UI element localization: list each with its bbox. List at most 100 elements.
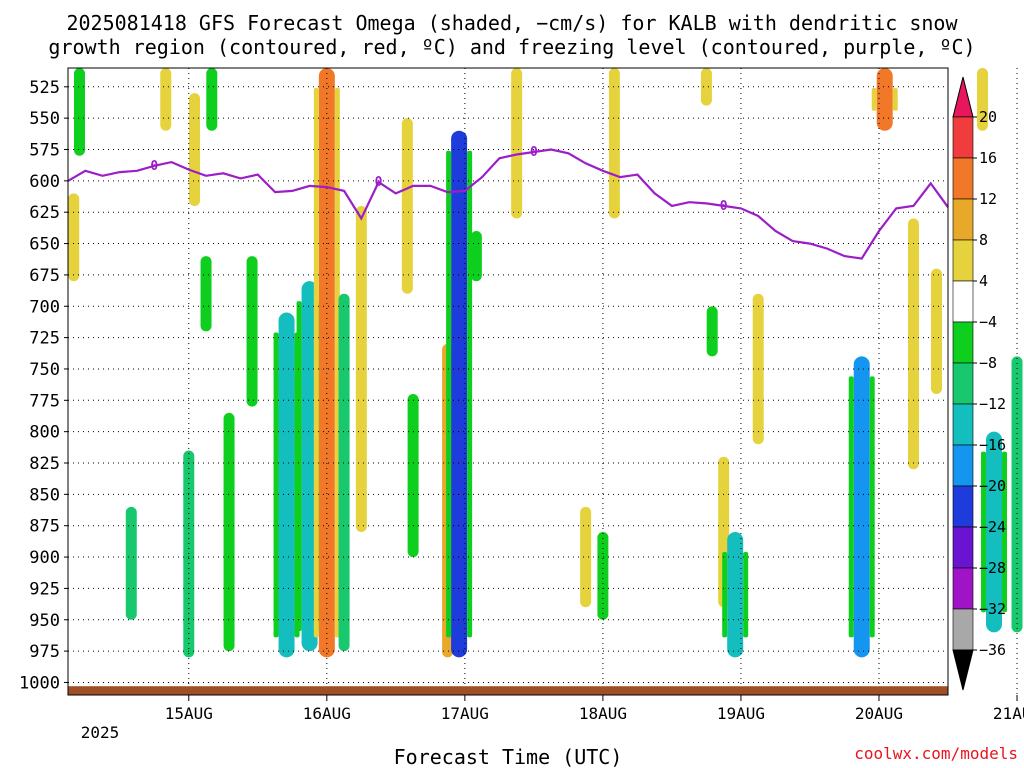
omega-cell: [125, 506, 137, 620]
colorbar-swatch: [952, 198, 974, 241]
y-axis-ticks: 525 550 575 600 625 650 675 700 725 750 775 800 825 8…: [19, 78, 68, 693]
chart-title-line1: 2025081418 GFS Forecast Omega (shaded, −…: [66, 11, 958, 35]
colorbar-label: 4: [979, 272, 988, 290]
x-tick-label: 16AUG: [303, 704, 351, 723]
x-tick-label: 20AUG: [855, 704, 903, 723]
omega-cell-edge: [722, 551, 728, 638]
omega-cell-edge: [871, 88, 877, 111]
omega-cell: [68, 193, 80, 282]
omega-cell: [407, 394, 419, 558]
y-tick-label: 900: [29, 548, 60, 568]
colorbar-label: −36: [979, 641, 1006, 659]
freezing-level-label: 0: [720, 199, 728, 214]
colorbar-bottom-arrow: [952, 649, 974, 691]
omega-cell: [401, 118, 413, 294]
omega-cell-edge: [892, 88, 898, 111]
colorbar-swatch: [952, 485, 974, 528]
omega-cell-edge: [313, 88, 319, 638]
omega-cell: [160, 68, 172, 131]
terrain-band: [68, 686, 948, 695]
colorbar: 20 16 12 8 4 −4 −8 −12 −16 −20 −24 −28 −32 −36: [952, 76, 1006, 691]
y-tick-label: 750: [29, 360, 60, 380]
omega-cell: [977, 68, 989, 131]
omega-cell: [246, 256, 258, 407]
colorbar-label: 20: [979, 108, 997, 126]
x-tick-label: 19AUG: [717, 704, 765, 723]
omega-cell: [853, 356, 870, 658]
omega-cell: [200, 256, 212, 332]
omega-cell-edge: [743, 551, 749, 638]
colorbar-label: −8: [979, 354, 997, 372]
x-year-label: 2025: [81, 723, 120, 742]
omega-cell: [318, 68, 335, 658]
y-tick-label: 575: [29, 141, 60, 161]
omega-cell: [470, 231, 482, 282]
omega-cell: [511, 68, 523, 219]
x-tick-label: 18AUG: [579, 704, 627, 723]
y-tick-label: 850: [29, 485, 60, 505]
omega-cell: [1011, 356, 1023, 633]
y-tick-label: 625: [29, 203, 60, 223]
y-tick-label: 700: [29, 297, 60, 317]
omega-cell-edge: [446, 150, 452, 638]
colorbar-label: 16: [979, 149, 997, 167]
x-axis-ticks: 15AUG16AUG17AUG18AUG19AUG20AUG21AUG22AUG: [165, 695, 1024, 723]
freezing-level-line: [67, 148, 949, 260]
credit-text: coolwx.com/models: [854, 744, 1018, 763]
omega-cell-edge: [869, 376, 875, 638]
colorbar-swatch: [952, 280, 974, 323]
colorbar-label: 8: [979, 231, 988, 249]
y-tick-label: 825: [29, 454, 60, 474]
colorbar-swatch: [952, 567, 974, 610]
y-tick-label: 875: [29, 517, 60, 537]
colorbar-swatch: [952, 526, 974, 569]
omega-cell: [597, 531, 609, 620]
omega-cell: [278, 312, 295, 658]
omega-cell: [876, 68, 893, 131]
omega-cell: [930, 268, 942, 395]
omega-cell: [580, 506, 592, 608]
colorbar-label: 12: [979, 190, 997, 208]
omega-cell-edge: [467, 150, 473, 638]
omega-cell: [608, 68, 620, 219]
colorbar-label: −4: [979, 313, 997, 331]
x-tick-label: 17AUG: [441, 704, 489, 723]
y-tick-label: 925: [29, 579, 60, 599]
freezing-level-contour: 0 0 0 0: [67, 145, 949, 260]
omega-cell: [355, 205, 367, 532]
colorbar-label: −20: [979, 477, 1006, 495]
y-tick-label: 950: [29, 611, 60, 631]
omega-cell-edge: [334, 88, 340, 638]
y-tick-label: 975: [29, 642, 60, 662]
omega-cell-edge: [848, 376, 854, 638]
colorbar-swatch: [952, 157, 974, 200]
grid-lines: [68, 68, 1018, 695]
omega-cell: [727, 531, 744, 658]
colorbar-label: −16: [979, 436, 1006, 454]
y-tick-label: 550: [29, 109, 60, 129]
x-axis-label: Forecast Time (UTC): [394, 745, 623, 768]
colorbar-swatch: [952, 403, 974, 446]
plot-frame: [67, 67, 949, 696]
omega-cell: [700, 68, 712, 106]
colorbar-swatch: [952, 239, 974, 282]
omega-cell-edge: [296, 301, 302, 632]
omega-cell-edge: [273, 332, 279, 638]
y-tick-label: 800: [29, 423, 60, 443]
omega-cell: [706, 306, 718, 357]
colorbar-label: −24: [979, 518, 1006, 536]
colorbar-label: −12: [979, 395, 1006, 413]
omega-cell: [189, 93, 201, 206]
colorbar-swatch: [952, 362, 974, 405]
colorbar-swatch: [952, 321, 974, 364]
omega-shading: [68, 68, 1023, 658]
y-tick-label: 1000: [19, 673, 60, 693]
chart-title-line2: growth region (contoured, red, ºC) and f…: [48, 35, 975, 59]
y-tick-label: 525: [29, 78, 60, 98]
freezing-level-label: 0: [375, 175, 383, 190]
y-tick-label: 650: [29, 235, 60, 255]
omega-cell-edge: [1002, 451, 1008, 613]
omega-cell: [206, 68, 218, 131]
freezing-level-label: 0: [150, 159, 158, 174]
